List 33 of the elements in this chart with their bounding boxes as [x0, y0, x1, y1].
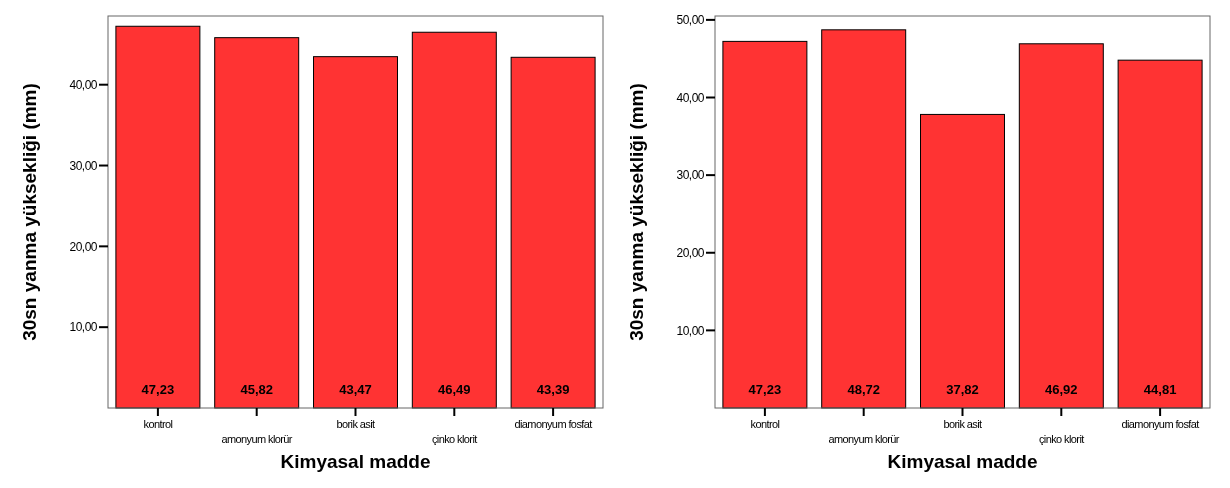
x-tick-label: amonyum klorür	[221, 433, 293, 445]
y-tick-label: 20,00	[69, 239, 98, 254]
y-tick-label: 10,00	[69, 320, 98, 335]
data-label: 47,23	[141, 382, 175, 397]
data-label: 45,82	[240, 382, 273, 397]
x-tick-label: borik asit	[943, 418, 983, 430]
x-tick-label: borik asit	[336, 418, 376, 430]
x-axis-title: Kimyasal madde	[280, 451, 431, 472]
data-label: 48,72	[847, 382, 880, 397]
x-tick-label: kontrol	[750, 418, 780, 430]
y-tick-label: 20,00	[676, 245, 705, 260]
y-tick-label: 30,00	[676, 168, 705, 183]
x-tick-label: kontrol	[143, 418, 173, 430]
y-tick-label: 50,00	[676, 13, 705, 28]
x-tick-label: çinko klorit	[1038, 433, 1085, 445]
y-tick-label: 10,00	[676, 323, 705, 338]
y-tick-label: 30,00	[69, 158, 98, 173]
x-tick-label: diamonyum fosfat	[1121, 418, 1200, 430]
data-label: 37,82	[946, 382, 979, 397]
data-label: 44,81	[1143, 382, 1177, 397]
y-tick-label: 40,00	[676, 90, 705, 105]
data-label: 47,23	[748, 382, 782, 397]
y-axis-title: 30sn yanma yüksekliği (mm)	[19, 83, 40, 341]
x-tick-label: diamonyum fosfat	[514, 418, 593, 430]
data-label: 46,92	[1045, 382, 1078, 397]
x-axis-title: Kimyasal madde	[887, 451, 1038, 472]
data-label: 43,47	[339, 382, 372, 397]
data-label: 43,39	[536, 382, 570, 397]
data-label: 46,49	[438, 382, 471, 397]
x-tick-label: amonyum klorür	[828, 433, 900, 445]
y-tick-label: 40,00	[69, 77, 98, 92]
x-tick-label: çinko klorit	[431, 433, 478, 445]
y-axis-title: 30sn yanma yüksekliği (mm)	[626, 83, 647, 341]
